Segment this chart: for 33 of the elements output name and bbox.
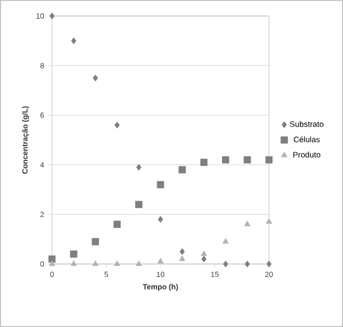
point [48, 255, 56, 263]
point [157, 258, 164, 264]
point [178, 166, 186, 174]
point [136, 164, 142, 171]
point [223, 260, 228, 268]
point [266, 218, 272, 224]
point [200, 250, 208, 256]
point [244, 260, 250, 268]
point [70, 260, 77, 266]
point [92, 238, 99, 246]
point [158, 216, 164, 223]
point [48, 260, 56, 266]
point [114, 122, 120, 129]
point [92, 260, 99, 266]
point [136, 260, 142, 266]
point [200, 158, 208, 166]
point [266, 260, 272, 268]
point [179, 255, 186, 261]
point [135, 200, 142, 208]
point [244, 156, 251, 164]
point [156, 181, 164, 188]
point [114, 260, 120, 266]
point [92, 74, 98, 82]
point [49, 12, 55, 20]
point [244, 220, 250, 226]
point [114, 220, 121, 228]
point [265, 156, 273, 164]
point [70, 250, 78, 258]
point [180, 248, 185, 255]
point [222, 156, 230, 164]
point [222, 238, 229, 244]
point [201, 256, 206, 262]
point [71, 37, 76, 44]
